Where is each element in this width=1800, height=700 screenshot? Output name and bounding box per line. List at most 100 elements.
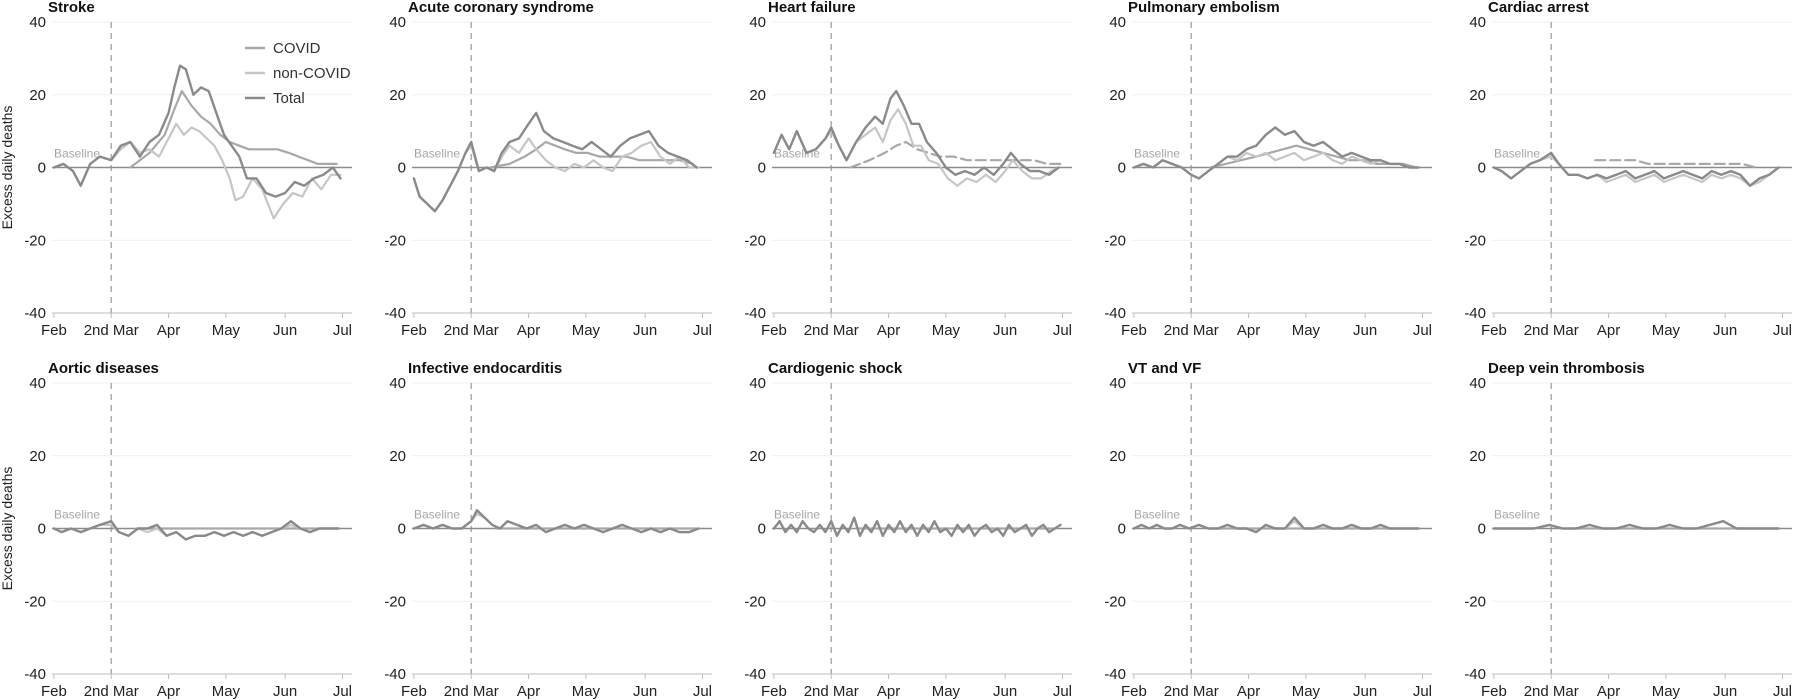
x-tick-label: Feb — [1481, 683, 1507, 700]
series-line-total — [772, 89, 1060, 176]
x-tick-label: Apr — [517, 683, 540, 700]
series-line-non-covid — [52, 122, 342, 220]
x-tick-label: Jun — [993, 683, 1017, 700]
x-tick-label: Jul — [693, 322, 712, 339]
legend-label: Total — [273, 90, 305, 107]
y-tick-label: 40 — [749, 375, 766, 392]
panel-title: Cardiac arrest — [1488, 0, 1589, 16]
baseline-label: Baseline — [54, 147, 100, 161]
y-tick-label: 40 — [749, 14, 766, 31]
y-tick-label: -20 — [1104, 593, 1126, 610]
y-tick-label: 0 — [1118, 521, 1126, 538]
y-tick-label: 0 — [38, 521, 46, 538]
baseline-label: Baseline — [54, 508, 100, 522]
x-tick-label: Feb — [41, 322, 67, 339]
series-line-covid — [1209, 144, 1418, 169]
panel-title: Heart failure — [768, 0, 856, 16]
y-tick-label: 40 — [1109, 375, 1126, 392]
x-tick-label: 2nd Mar — [1164, 322, 1219, 339]
x-tick-label: Feb — [1121, 322, 1147, 339]
baseline-label: Baseline — [1494, 147, 1540, 161]
y-tick-label: 40 — [389, 375, 406, 392]
series-line-total — [1132, 516, 1420, 534]
y-tick-label: -40 — [384, 666, 406, 683]
x-tick-label: May — [572, 322, 601, 339]
x-tick-label: 2nd Mar — [444, 683, 499, 700]
y-tick-label: -20 — [744, 593, 766, 610]
x-tick-label: May — [1292, 322, 1321, 339]
series-line-covid — [489, 140, 694, 169]
x-tick-label: May — [932, 322, 961, 339]
x-tick-label: Apr — [157, 322, 180, 339]
series-line-total — [1132, 126, 1420, 180]
y-tick-label: 20 — [749, 87, 766, 104]
y-tick-label: -40 — [24, 666, 46, 683]
y-tick-label: 40 — [1469, 14, 1486, 31]
series-line-total — [412, 111, 698, 213]
x-tick-label: Feb — [1121, 683, 1147, 700]
y-tick-label: 40 — [29, 14, 46, 31]
y-tick-label: -40 — [24, 305, 46, 322]
panel: Feb 2nd Mar Apr May Jun Jul -40 -20 0 20 40 Baselin… — [384, 360, 712, 700]
legend-label: non-COVID — [273, 65, 351, 82]
x-tick-label: Jul — [1053, 683, 1072, 700]
panel: Feb 2nd Mar Apr May Jun Jul -40 -20 0 20 40 Baselin… — [744, 360, 1072, 700]
baseline-label: Baseline — [414, 508, 460, 522]
panel: Feb 2nd Mar Apr May Jun Jul -40 -20 0 20 40 Baselin… — [1104, 360, 1432, 700]
series-line-total — [1492, 151, 1780, 187]
y-tick-label: 40 — [1109, 14, 1126, 31]
x-tick-label: Jul — [333, 683, 352, 700]
y-tick-label: -40 — [744, 666, 766, 683]
panel: Feb 2nd Mar Apr May Jun Jul -40 -20 0 20 40 Baselin… — [384, 0, 712, 339]
y-tick-label: 0 — [38, 160, 46, 177]
series-line-covid — [849, 140, 1062, 169]
panel-title: Deep vein thrombosis — [1488, 360, 1645, 377]
y-tick-label: -40 — [1464, 305, 1486, 322]
baseline-label: Baseline — [774, 508, 820, 522]
x-tick-label: May — [932, 683, 961, 700]
baseline-label: Baseline — [774, 147, 820, 161]
y-tick-label: -20 — [384, 593, 406, 610]
x-tick-label: Apr — [1237, 683, 1260, 700]
x-tick-label: 2nd Mar — [444, 322, 499, 339]
panel-title: Aortic diseases — [48, 360, 159, 377]
x-tick-label: Jul — [1413, 322, 1432, 339]
x-tick-label: Jun — [1713, 683, 1737, 700]
panel-title: Stroke — [48, 0, 95, 16]
y-tick-label: 20 — [749, 448, 766, 465]
x-tick-label: Jun — [633, 683, 657, 700]
y-tick-label: 0 — [1478, 521, 1486, 538]
y-tick-label: 40 — [389, 14, 406, 31]
y-axis-label: Excess daily deaths — [0, 467, 15, 591]
x-tick-label: Jun — [273, 322, 297, 339]
y-tick-label: -20 — [1464, 232, 1486, 249]
x-tick-label: 2nd Mar — [804, 322, 859, 339]
series-line-total — [1492, 520, 1780, 530]
x-tick-label: Apr — [157, 683, 180, 700]
series-line-covid — [129, 90, 338, 169]
x-tick-label: 2nd Mar — [804, 683, 859, 700]
y-tick-label: 40 — [29, 375, 46, 392]
x-tick-label: Jun — [993, 322, 1017, 339]
panel: Feb 2nd Mar Apr May Jun Jul -40 -20 0 20 40 Baselin… — [1464, 0, 1792, 339]
y-tick-label: 20 — [1109, 87, 1126, 104]
x-tick-label: May — [1292, 683, 1321, 700]
y-tick-label: -20 — [24, 593, 46, 610]
panel-title: Acute coronary syndrome — [408, 0, 594, 16]
x-tick-label: 2nd Mar — [84, 683, 139, 700]
x-tick-label: 2nd Mar — [1524, 683, 1579, 700]
x-tick-label: Jun — [633, 322, 657, 339]
y-tick-label: 20 — [1469, 448, 1486, 465]
y-tick-label: 0 — [1478, 160, 1486, 177]
baseline-label: Baseline — [1134, 508, 1180, 522]
y-tick-label: -20 — [744, 232, 766, 249]
y-tick-label: -20 — [24, 232, 46, 249]
x-tick-label: May — [212, 322, 241, 339]
x-tick-label: Apr — [1597, 683, 1620, 700]
baseline-label: Baseline — [414, 147, 460, 161]
y-tick-label: -20 — [1464, 593, 1486, 610]
x-tick-label: Apr — [1237, 322, 1260, 339]
x-tick-label: May — [212, 683, 241, 700]
x-tick-label: Jun — [1353, 322, 1377, 339]
